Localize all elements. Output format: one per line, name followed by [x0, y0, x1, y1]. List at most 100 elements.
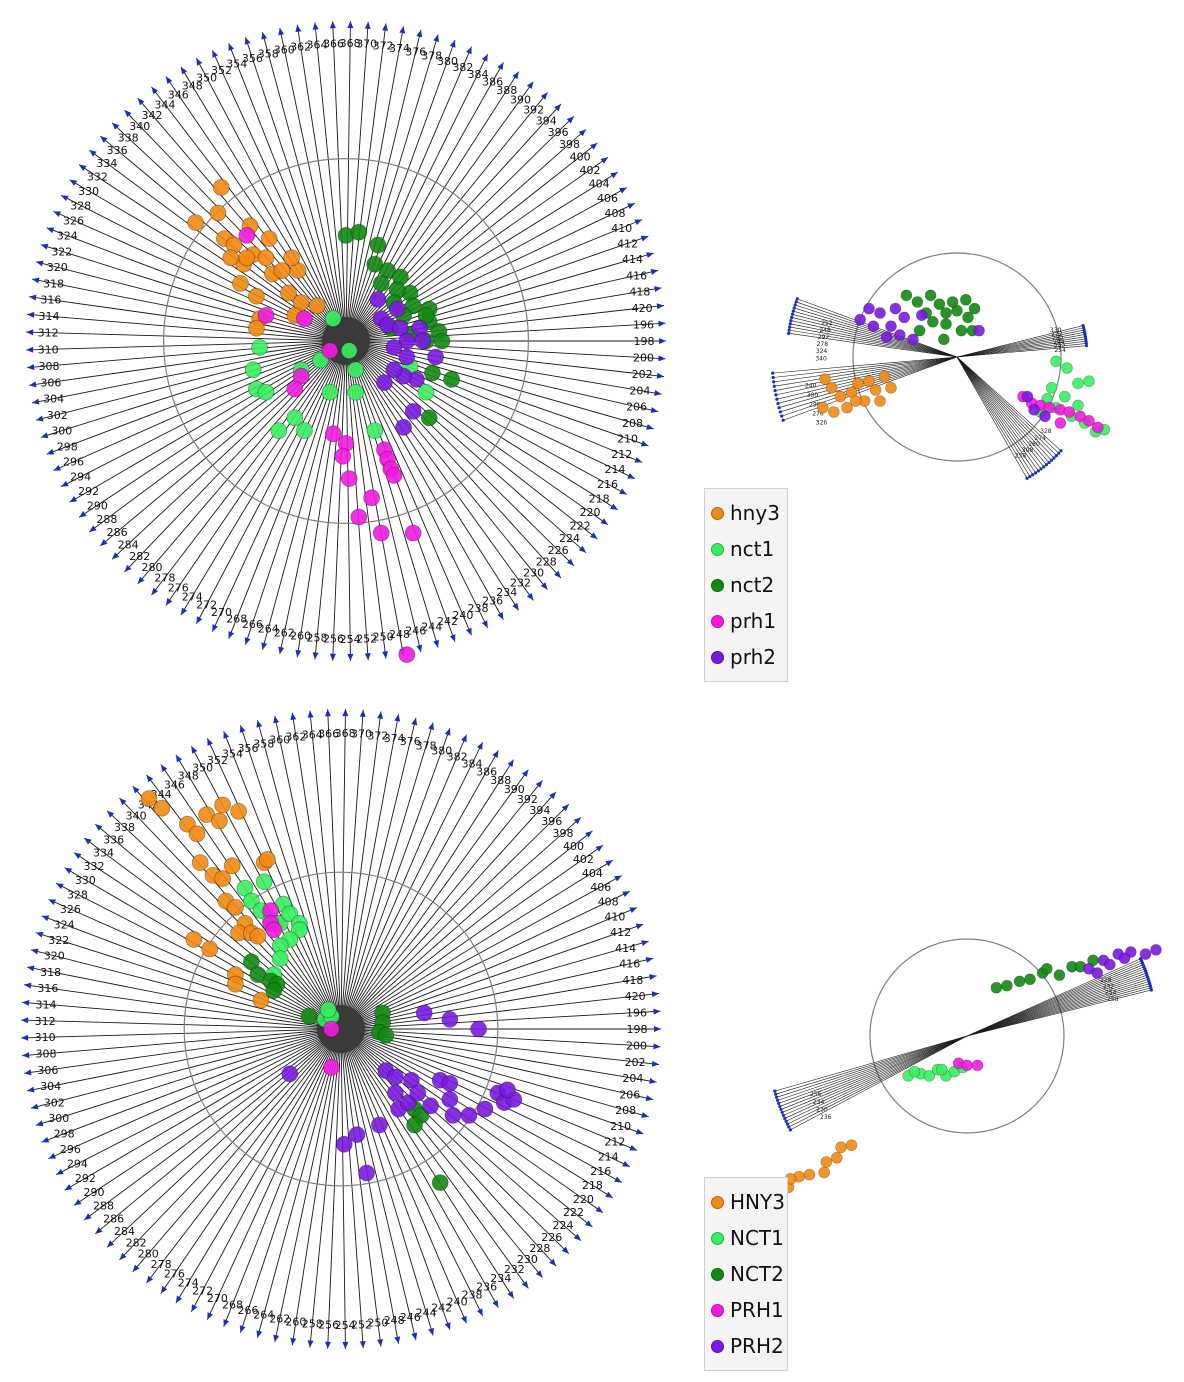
axis-spoke — [309, 1028, 342, 1348]
axis-label: 418 — [622, 974, 643, 987]
axis-label: 394 — [529, 804, 550, 817]
axis-tip-marker — [146, 1275, 154, 1284]
axis-label: 218 — [589, 492, 610, 505]
axis-tip-marker — [590, 142, 598, 150]
axis-spoke — [345, 340, 520, 611]
radial-chart-top: 1981964204184164144124104084064044024003… — [26, 21, 666, 663]
axis-label: 390 — [510, 93, 531, 106]
data-point — [226, 975, 244, 993]
data-point — [257, 383, 275, 401]
axis-spoke — [340, 709, 364, 1030]
data-point — [187, 214, 205, 232]
data-point — [201, 940, 219, 958]
axis-label: 362 — [285, 730, 306, 743]
axis-spoke — [332, 340, 347, 661]
data-point — [348, 1126, 366, 1143]
axis-label: 398 — [559, 138, 580, 151]
inset-ray — [956, 331, 1085, 358]
inset-ray — [966, 968, 1145, 1037]
data-point — [1139, 948, 1152, 960]
axis-label: 386 — [476, 765, 497, 778]
data-point — [441, 1011, 459, 1028]
axis-tip-marker — [512, 602, 519, 611]
axis-tip-marker — [273, 1334, 280, 1343]
data-point — [257, 249, 275, 267]
axis-label: 326 — [60, 903, 81, 916]
data-point — [212, 178, 230, 196]
axis-spoke — [41, 915, 342, 1030]
inset-ray-tip — [1049, 458, 1054, 462]
axis-spoke — [340, 1028, 451, 1331]
axis-spoke — [279, 27, 347, 342]
axis-spoke — [175, 754, 342, 1030]
axis-label: 270 — [211, 606, 232, 619]
axis-spoke — [345, 142, 598, 342]
axis-tip-marker — [191, 746, 198, 754]
axis-label: 298 — [54, 1128, 75, 1141]
axis-tip-marker — [605, 1191, 613, 1198]
inset-ray — [775, 356, 958, 391]
inset-axis-label: 248 — [819, 327, 831, 334]
axis-label: 252 — [351, 1318, 372, 1331]
inset-ray-tip — [1081, 323, 1085, 328]
inset-ray — [956, 338, 1086, 358]
axis-tip-marker — [26, 329, 34, 336]
inset-ray — [956, 356, 1055, 459]
axis-label: 378 — [416, 740, 437, 753]
axis-label: 338 — [118, 132, 139, 145]
inset-ray-tip — [1044, 463, 1049, 467]
axis-tip-marker — [428, 722, 434, 731]
axis-label: 348 — [178, 769, 199, 782]
axis-label: 222 — [570, 519, 591, 532]
data-point — [841, 401, 853, 414]
legend-label: NCT1 — [730, 1226, 784, 1250]
axis-label: 304 — [43, 393, 64, 406]
data-point — [415, 1004, 433, 1022]
inset-ray-tip — [1039, 467, 1043, 471]
data-point — [863, 302, 875, 315]
data-point — [372, 274, 390, 292]
inset-ray-tip — [776, 1098, 780, 1102]
data-point — [1024, 973, 1036, 986]
axis-spoke — [340, 750, 499, 1030]
axis-label: 368 — [340, 37, 361, 50]
legend-label: PRH1 — [730, 1298, 784, 1322]
data-point — [369, 290, 387, 308]
series-prh2 — [281, 1004, 523, 1182]
axis-label: 374 — [384, 732, 405, 745]
axis-spoke — [30, 949, 342, 1030]
axis-tip-marker — [146, 774, 154, 783]
data-point — [498, 1081, 516, 1099]
axis-spoke — [340, 1028, 364, 1349]
axis-label: 328 — [67, 888, 88, 901]
axis-tip-marker — [595, 845, 603, 852]
data-point — [849, 395, 862, 407]
axis-tip-marker — [132, 1264, 140, 1272]
axis-spoke — [345, 322, 666, 342]
data-point — [926, 315, 939, 328]
data-point — [460, 1107, 478, 1124]
axis-label: 350 — [196, 72, 217, 85]
axis-spoke — [46, 340, 347, 455]
axis-tip-marker — [35, 1120, 44, 1127]
axis-label: 312 — [38, 327, 59, 340]
inset-ray-tip — [787, 331, 791, 335]
axis-spoke — [345, 46, 472, 342]
inset-ray — [956, 345, 1087, 358]
inset-ray — [779, 1035, 968, 1107]
axis-tip-marker — [359, 709, 366, 717]
data-point — [153, 799, 171, 817]
axis-spoke — [83, 837, 342, 1030]
axis-tip-marker — [658, 320, 666, 327]
axis-tip-marker — [399, 26, 406, 34]
axis-tip-marker — [307, 710, 314, 718]
data-point — [1083, 414, 1095, 427]
inset-ray — [778, 1035, 968, 1104]
data-point — [260, 230, 278, 248]
axis-tip-marker — [64, 867, 73, 874]
data-point — [249, 927, 267, 945]
axis-spoke — [340, 1028, 631, 1168]
axis-label: 400 — [563, 840, 584, 853]
data-point — [885, 320, 897, 333]
axis-tip-marker — [585, 1220, 593, 1228]
